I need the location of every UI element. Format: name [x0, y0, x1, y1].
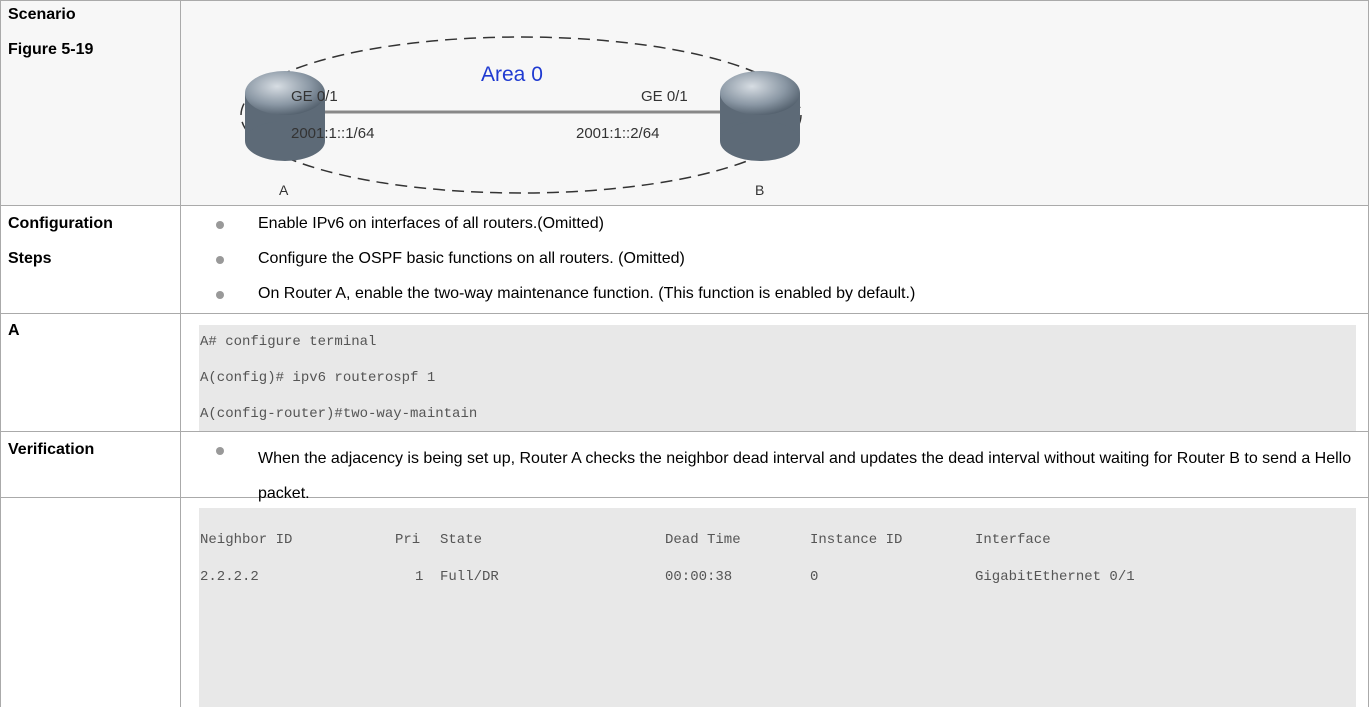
- table-header: Instance ID: [810, 532, 903, 548]
- table-header: Neighbor ID: [200, 532, 293, 548]
- area-label: Area 0: [481, 63, 543, 86]
- bullet-text: When the adjacency is being set up, Rout…: [258, 450, 1352, 502]
- router-icon: [720, 71, 800, 161]
- bullet-text: Enable IPv6 on interfaces of all routers…: [258, 215, 604, 232]
- bullet-text: Configure the OSPF basic functions on al…: [258, 250, 685, 267]
- rule: [0, 205, 1369, 206]
- port-label: GE 0/1: [291, 88, 338, 105]
- table-header: Dead Time: [665, 532, 741, 548]
- code-block: [199, 508, 1356, 707]
- ip-label: 2001:1::1/64: [291, 125, 374, 142]
- port-label: GE 0/1: [641, 88, 688, 105]
- rule: [0, 497, 1369, 498]
- router-label: A: [279, 182, 289, 198]
- table-cell: 1: [415, 569, 424, 585]
- rule: [0, 0, 1, 707]
- router-label: B: [755, 182, 764, 198]
- table-header: State: [440, 532, 483, 548]
- bullet: [216, 447, 224, 455]
- code-line: A(config)# ipv6 routerospf 1: [200, 370, 436, 386]
- bullet: [216, 221, 224, 229]
- router-icon: [245, 71, 325, 161]
- area-boundary: [240, 36, 802, 194]
- bullet: [216, 291, 224, 299]
- table-cell: 0: [810, 569, 819, 585]
- bullet-text: On Router A, enable the two-way maintena…: [258, 285, 916, 302]
- table-header: Pri: [395, 532, 421, 548]
- table-cell: Full/DR: [440, 569, 499, 585]
- code-line: A(config-router)#two-way-maintain: [200, 406, 478, 422]
- rule: [0, 313, 1369, 314]
- table-header: Interface: [975, 532, 1051, 548]
- table-cell: 00:00:38: [665, 569, 733, 585]
- bullet: [216, 256, 224, 264]
- network-diagram: Area 0 GE 0/1 GE 0/1 2001:1::1/64 2001:1…: [240, 36, 802, 198]
- rule: [0, 0, 1369, 1]
- row-label: Scenario: [8, 6, 76, 23]
- row-label: Steps: [8, 250, 52, 267]
- table-cell: 2.2.2.2: [200, 569, 259, 585]
- row-label: Figure 5-19: [8, 41, 94, 58]
- table-cell: GigabitEthernet 0/1: [975, 569, 1135, 585]
- code-line: A# configure terminal: [200, 334, 377, 350]
- row-label: A: [8, 322, 20, 339]
- row-label: Verification: [8, 441, 95, 458]
- row-label: Configuration: [8, 215, 113, 232]
- rule: [180, 0, 181, 707]
- code-block: [199, 325, 1356, 431]
- row-background: [0, 0, 1369, 205]
- ip-label: 2001:1::2/64: [576, 125, 659, 142]
- rule: [0, 431, 1369, 432]
